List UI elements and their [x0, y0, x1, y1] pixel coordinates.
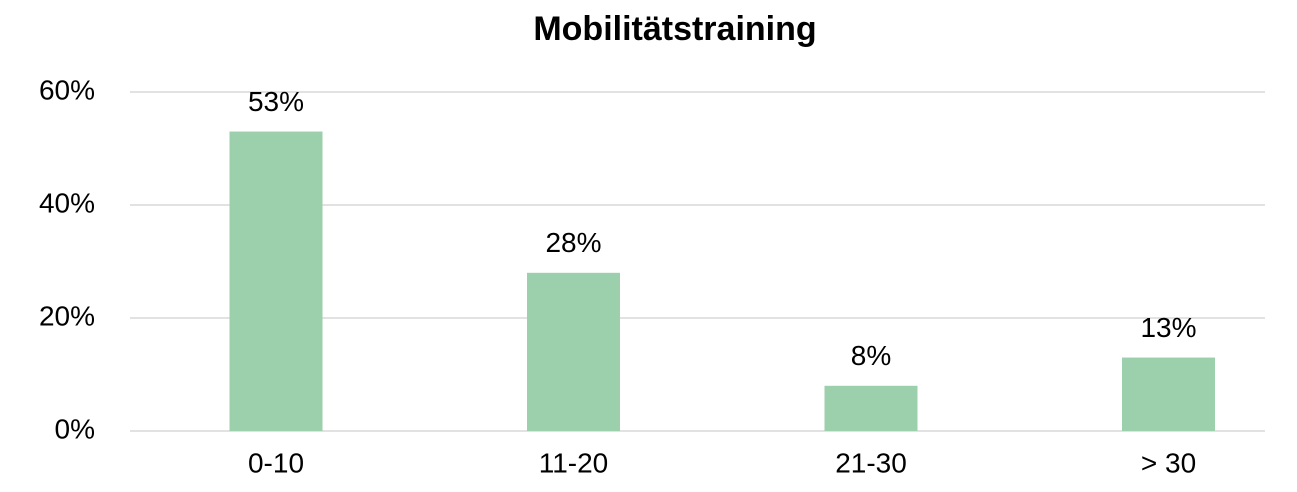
data-label: 13% — [1140, 312, 1196, 343]
bar — [527, 272, 620, 431]
x-tick-label: 11-20 — [539, 447, 609, 478]
data-label: 28% — [545, 227, 601, 258]
bar — [229, 131, 323, 432]
bar — [1122, 357, 1215, 431]
bar — [824, 385, 918, 431]
chart-title: Mobilitätstraining — [533, 10, 816, 48]
y-tick-label: 0% — [55, 413, 95, 444]
x-tick-label: 0-10 — [248, 447, 304, 478]
data-label: 8% — [851, 340, 891, 371]
x-tick-label: > 30 — [1141, 447, 1196, 478]
x-tick-label: 21-30 — [835, 447, 907, 478]
y-tick-label: 20% — [39, 300, 95, 331]
y-tick-label: 40% — [39, 187, 95, 218]
data-label: 53% — [248, 86, 304, 117]
y-tick-label: 60% — [39, 74, 95, 105]
